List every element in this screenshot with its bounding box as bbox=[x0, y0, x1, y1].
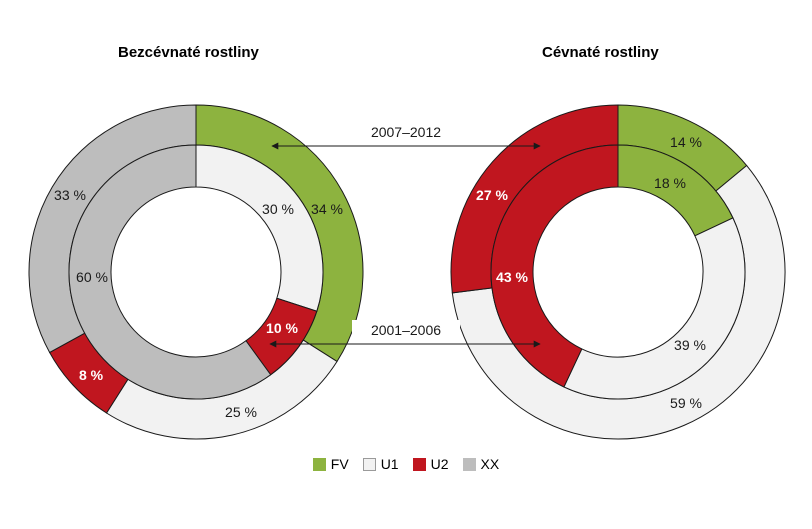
left-inner-label-u2: 10 % bbox=[266, 320, 298, 336]
right-inner-ring-slice-u2 bbox=[490, 144, 619, 388]
inner-ring-annotation-bg bbox=[352, 320, 460, 340]
legend: FV U1 U2 XX bbox=[0, 456, 812, 472]
legend-swatch-xx bbox=[462, 457, 476, 471]
left-outer-label-xx: 33 % bbox=[54, 187, 86, 203]
left-inner-label-xx: 60 % bbox=[76, 269, 108, 285]
legend-swatch-fv bbox=[312, 457, 326, 471]
left-inner-ring-slice-xx bbox=[68, 144, 272, 400]
outer-ring-annotation: 2007–2012 bbox=[371, 124, 441, 140]
legend-label-u1: U1 bbox=[380, 456, 399, 472]
legend-item-fv: FV bbox=[312, 456, 349, 472]
inner-ring-annotation: 2001–2006 bbox=[371, 322, 441, 338]
right-chart-title: Cévnaté rostliny bbox=[542, 44, 659, 61]
legend-label-xx: XX bbox=[480, 456, 500, 472]
left-outer-label-u1: 25 % bbox=[225, 404, 257, 420]
right-outer-label-u1: 59 % bbox=[670, 395, 702, 411]
legend-item-xx: XX bbox=[462, 456, 500, 472]
right-inner-label-fv: 18 % bbox=[654, 175, 686, 191]
legend-item-u2: U2 bbox=[412, 456, 449, 472]
left-inner-label-u1: 30 % bbox=[262, 201, 294, 217]
legend-label-fv: FV bbox=[330, 456, 349, 472]
right-inner-label-u1: 39 % bbox=[674, 337, 706, 353]
legend-swatch-u1 bbox=[362, 457, 376, 471]
right-outer-label-fv: 14 % bbox=[670, 134, 702, 150]
legend-label-u2: U2 bbox=[430, 456, 449, 472]
outer-ring-annotation-bg bbox=[352, 122, 460, 142]
legend-swatch-u2 bbox=[412, 457, 426, 471]
right-outer-label-u2: 27 % bbox=[476, 187, 508, 203]
legend-item-u1: U1 bbox=[362, 456, 399, 472]
left-outer-label-fv: 34 % bbox=[311, 201, 343, 217]
right-inner-label-u2: 43 % bbox=[496, 269, 528, 285]
left-outer-label-u2: 8 % bbox=[79, 367, 104, 383]
left-inner-ring-slice-u1 bbox=[195, 144, 324, 312]
right-inner-ring-slice-u1 bbox=[563, 217, 746, 400]
left-chart-title: Bezcévnaté rostliny bbox=[118, 44, 259, 61]
